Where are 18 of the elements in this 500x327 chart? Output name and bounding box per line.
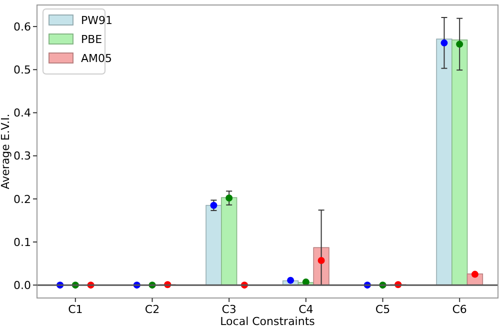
x-tick-label: C1 xyxy=(68,303,83,316)
x-tick-label: C4 xyxy=(298,303,314,316)
y-tick-label: 0.4 xyxy=(14,106,31,120)
legend-label: PW91 xyxy=(81,14,113,27)
y-tick-label: 0.1 xyxy=(14,236,31,249)
x-axis-title: Local Constraints xyxy=(220,315,316,327)
y-axis-title: Average E.V.I. xyxy=(0,114,12,190)
x-tick-label: C6 xyxy=(452,303,467,316)
x-tick-label: C2 xyxy=(144,303,160,316)
y-tick-label: 0.0 xyxy=(14,278,31,292)
x-tick-label: C5 xyxy=(375,303,390,316)
y-tick-label: 0.5 xyxy=(14,63,31,76)
y-tick-label: 0.2 xyxy=(14,192,31,206)
x-tick-label: C3 xyxy=(222,303,236,316)
y-tick-label: 0.3 xyxy=(14,150,31,163)
y-tick-label: 0.6 xyxy=(14,20,31,34)
legend-label: AM05 xyxy=(81,52,112,65)
legend-label: PBE xyxy=(81,33,102,46)
